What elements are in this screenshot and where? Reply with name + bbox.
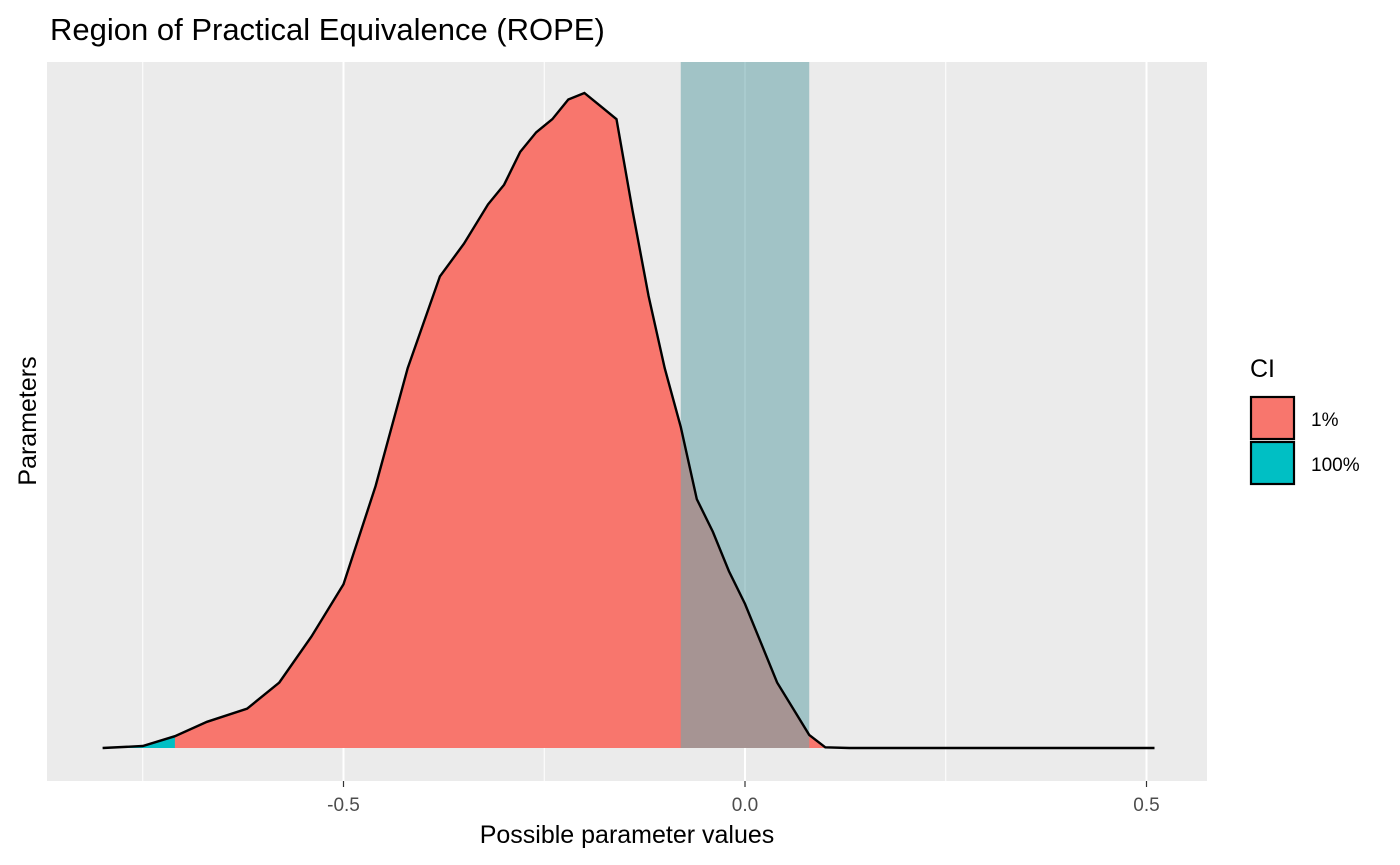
legend: CI 1% 100% (1249, 355, 1360, 486)
legend-entries: 1% 100% (1249, 395, 1360, 486)
legend-swatch (1249, 440, 1296, 486)
x-tick-label: 0.0 (732, 795, 758, 816)
y-axis-title: Parameters (14, 356, 42, 485)
density-outline (102, 91, 1155, 750)
x-tick-label: 0.5 (1133, 795, 1159, 816)
legend-label: 1% (1311, 410, 1339, 431)
legend-swatch (1249, 395, 1296, 441)
ci-area-1pct (174, 93, 1091, 748)
x-axis-title: Possible parameter values (480, 821, 775, 849)
rope-band (680, 62, 810, 748)
x-axis-ticks: -0.5 0.0 0.5 (327, 781, 1160, 816)
ci-fills (102, 93, 1155, 748)
legend-title: CI (1250, 355, 1275, 383)
legend-label: 100% (1311, 455, 1360, 476)
x-tick-label: -0.5 (327, 795, 360, 816)
chart-title: Region of Practical Equivalence (ROPE) (50, 12, 605, 47)
